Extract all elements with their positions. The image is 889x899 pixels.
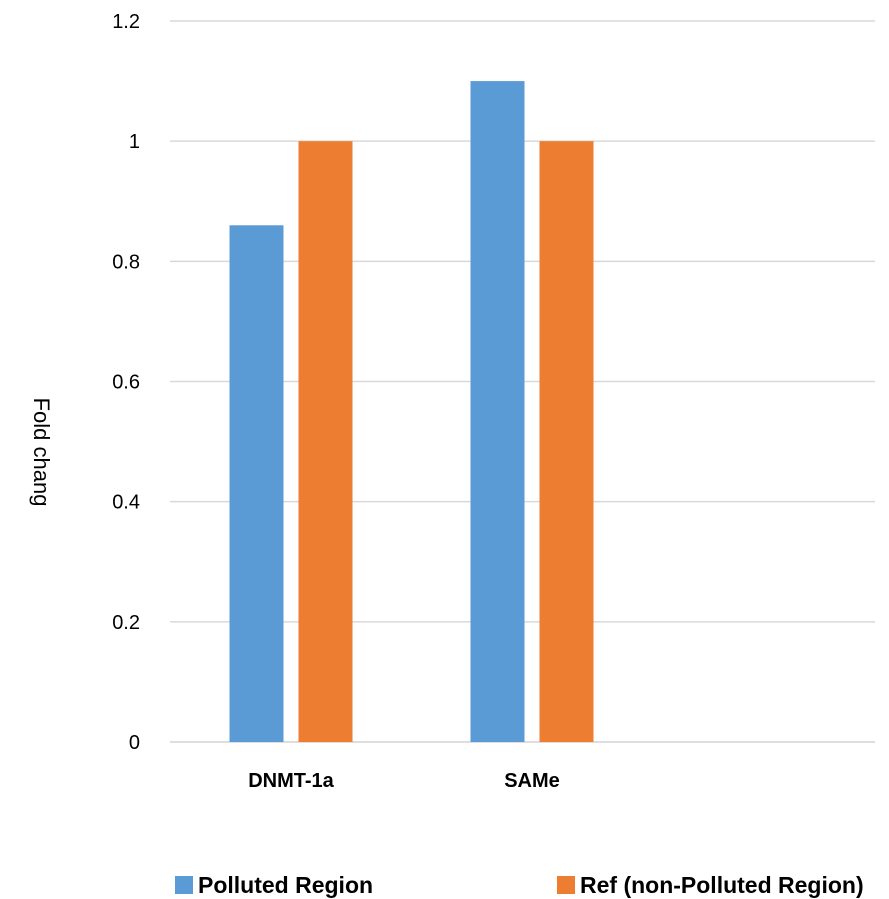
y-tick-label: 0.4 <box>112 492 140 514</box>
y-tick-label: 0 <box>129 732 140 754</box>
legend-label: Polluted Region <box>198 872 373 898</box>
bar-dnmt-1a-series-2 <box>298 141 353 742</box>
legend-swatch <box>175 876 193 894</box>
bar-same-series-1 <box>470 81 525 743</box>
y-tick-label: 0.6 <box>112 372 140 394</box>
legend-label: Ref (non-Polluted Region) <box>580 872 864 898</box>
bars <box>229 81 594 743</box>
legend-swatch <box>557 876 575 894</box>
x-category-label: SAMe <box>504 770 560 792</box>
y-tick-label: 1.2 <box>112 11 140 33</box>
y-tick-labels: 0 0.2 0.4 0.6 0.8 1 1.2 <box>112 11 140 754</box>
y-tick-label: 0.8 <box>112 251 140 273</box>
x-category-label: DNMT-1a <box>248 770 334 792</box>
y-tick-label: 1 <box>129 131 140 153</box>
y-axis-title: Fold chang <box>29 398 54 507</box>
legend: Polluted Region Ref (non-Polluted Region) <box>175 872 864 898</box>
bar-dnmt-1a-series-1 <box>229 225 284 743</box>
y-tick-label: 0.2 <box>112 612 140 634</box>
bar-same-series-2 <box>539 141 594 742</box>
x-category-labels: DNMT-1a SAMe <box>248 770 560 792</box>
